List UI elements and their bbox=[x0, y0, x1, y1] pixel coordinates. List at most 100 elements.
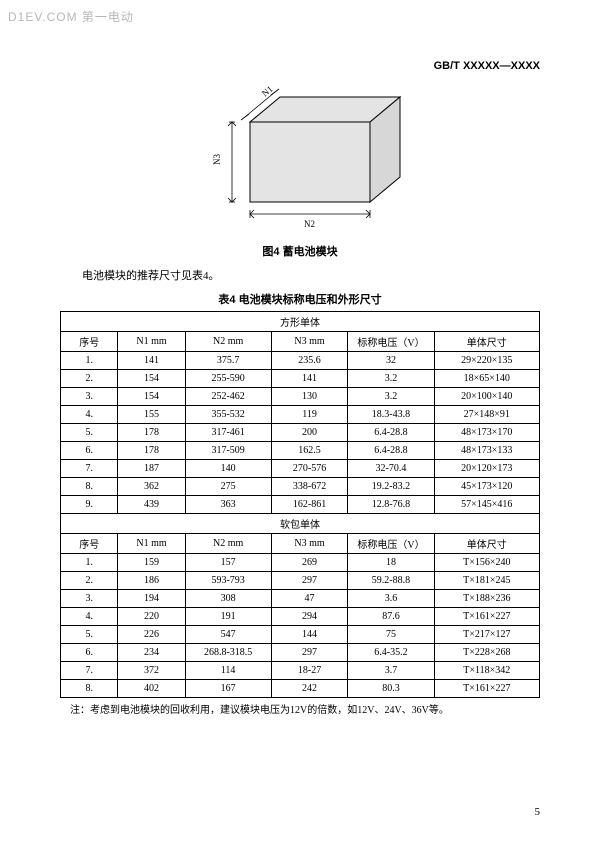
cell-idx: 8. bbox=[61, 478, 118, 496]
cell-n1: 187 bbox=[118, 460, 185, 478]
cell-size: T×118×342 bbox=[434, 662, 539, 680]
cell-v: 19.2-83.2 bbox=[348, 478, 434, 496]
cell-size: T×228×268 bbox=[434, 644, 539, 662]
cell-n2: 114 bbox=[185, 662, 271, 680]
cell-n1: 154 bbox=[118, 388, 185, 406]
cell-v: 75 bbox=[348, 626, 434, 644]
cell-n3: 162-861 bbox=[271, 496, 348, 514]
cell-n3: 162.5 bbox=[271, 442, 348, 460]
cell-idx: 8. bbox=[61, 680, 118, 698]
cell-n2: 140 bbox=[185, 460, 271, 478]
col-n2: N2 mm bbox=[185, 332, 271, 352]
cell-n1: 194 bbox=[118, 590, 185, 608]
cell-v: 6.4-28.8 bbox=[348, 442, 434, 460]
cell-idx: 6. bbox=[61, 442, 118, 460]
col-idx: 序号 bbox=[61, 534, 118, 554]
cell-n2: 268.8-318.5 bbox=[185, 644, 271, 662]
cell-n1: 402 bbox=[118, 680, 185, 698]
table-row: 3.154252-4621303.220×100×140 bbox=[61, 388, 540, 406]
cell-n1: 234 bbox=[118, 644, 185, 662]
table-row: 5.22654714475T×217×127 bbox=[61, 626, 540, 644]
cell-v: 6.4-35.2 bbox=[348, 644, 434, 662]
col-n3: N3 mm bbox=[271, 534, 348, 554]
col-v: 标称电压（V） bbox=[348, 332, 434, 352]
cell-v: 3.7 bbox=[348, 662, 434, 680]
section-row: 方形单体 bbox=[61, 312, 540, 332]
cell-n3: 297 bbox=[271, 572, 348, 590]
cell-size: T×161×227 bbox=[434, 608, 539, 626]
table-row: 6.234268.8-318.52976.4-35.2T×228×268 bbox=[61, 644, 540, 662]
table-row: 1.15915726918T×156×240 bbox=[61, 554, 540, 572]
cell-n1: 186 bbox=[118, 572, 185, 590]
cell-n3: 141 bbox=[271, 370, 348, 388]
cell-size: 48×173×133 bbox=[434, 442, 539, 460]
cell-n3: 119 bbox=[271, 406, 348, 424]
cell-n2: 252-462 bbox=[185, 388, 271, 406]
cell-n1: 220 bbox=[118, 608, 185, 626]
cell-v: 3.6 bbox=[348, 590, 434, 608]
col-size: 单体尺寸 bbox=[434, 332, 539, 352]
cell-n1: 141 bbox=[118, 352, 185, 370]
section-label: 方形单体 bbox=[61, 312, 540, 332]
col-n1: N1 mm bbox=[118, 534, 185, 554]
cell-idx: 7. bbox=[61, 662, 118, 680]
cell-idx: 5. bbox=[61, 626, 118, 644]
cell-n2: 317-509 bbox=[185, 442, 271, 460]
cell-n3: 338-672 bbox=[271, 478, 348, 496]
cell-size: T×217×127 bbox=[434, 626, 539, 644]
cell-n3: 242 bbox=[271, 680, 348, 698]
table-footnote: 注：考虑到电池模块的回收利用，建议模块电压为12V的倍数，如12V、24V、36… bbox=[60, 701, 540, 716]
cell-size: T×161×227 bbox=[434, 680, 539, 698]
cell-n1: 154 bbox=[118, 370, 185, 388]
figure4-caption: 图4 蓄电池模块 bbox=[60, 243, 540, 259]
cell-n3: 130 bbox=[271, 388, 348, 406]
col-v: 标称电压（V） bbox=[348, 534, 434, 554]
cell-size: T×188×236 bbox=[434, 590, 539, 608]
cell-v: 18.3-43.8 bbox=[348, 406, 434, 424]
cell-size: 27×148×91 bbox=[434, 406, 539, 424]
cell-n3: 235.6 bbox=[271, 352, 348, 370]
table-row: 2.154255-5901413.218×65×140 bbox=[61, 370, 540, 388]
cell-n1: 159 bbox=[118, 554, 185, 572]
cell-idx: 5. bbox=[61, 424, 118, 442]
cell-size: 20×100×140 bbox=[434, 388, 539, 406]
cell-n2: 191 bbox=[185, 608, 271, 626]
cell-n3: 269 bbox=[271, 554, 348, 572]
cell-size: 18×65×140 bbox=[434, 370, 539, 388]
cell-n3: 200 bbox=[271, 424, 348, 442]
cell-n3: 294 bbox=[271, 608, 348, 626]
cell-size: 20×120×173 bbox=[434, 460, 539, 478]
table-row: 8.362275338-67219.2-83.245×173×120 bbox=[61, 478, 540, 496]
table-row: 7.37211418-273.7T×118×342 bbox=[61, 662, 540, 680]
table-header-row: 序号N1 mmN2 mmN3 mm标称电压（V）单体尺寸 bbox=[61, 332, 540, 352]
cell-idx: 1. bbox=[61, 352, 118, 370]
cell-v: 59.2-88.8 bbox=[348, 572, 434, 590]
dim-n3: N3 bbox=[212, 154, 222, 165]
col-size: 单体尺寸 bbox=[434, 534, 539, 554]
cell-idx: 4. bbox=[61, 608, 118, 626]
cell-n2: 375.7 bbox=[185, 352, 271, 370]
page-number: 5 bbox=[535, 806, 541, 818]
cell-idx: 7. bbox=[61, 460, 118, 478]
table-row: 7.187140270-57632-70.420×120×173 bbox=[61, 460, 540, 478]
cell-v: 18 bbox=[348, 554, 434, 572]
table-row: 4.22019129487.6T×161×227 bbox=[61, 608, 540, 626]
table4: 方形单体序号N1 mmN2 mmN3 mm标称电压（V）单体尺寸1.141375… bbox=[60, 311, 540, 698]
cell-n2: 275 bbox=[185, 478, 271, 496]
cell-idx: 2. bbox=[61, 370, 118, 388]
cell-n2: 593-793 bbox=[185, 572, 271, 590]
cell-n2: 317-461 bbox=[185, 424, 271, 442]
cell-v: 87.6 bbox=[348, 608, 434, 626]
figure4-diagram: N1 N3 N2 bbox=[60, 82, 540, 235]
cell-n2: 308 bbox=[185, 590, 271, 608]
col-n1: N1 mm bbox=[118, 332, 185, 352]
cell-n3: 144 bbox=[271, 626, 348, 644]
cell-n3: 18-27 bbox=[271, 662, 348, 680]
cell-n3: 47 bbox=[271, 590, 348, 608]
table-row: 6.178317-509162.56.4-28.848×173×133 bbox=[61, 442, 540, 460]
section-row: 软包单体 bbox=[61, 514, 540, 534]
cell-size: T×181×245 bbox=[434, 572, 539, 590]
cell-n1: 178 bbox=[118, 424, 185, 442]
cell-v: 3.2 bbox=[348, 370, 434, 388]
intro-line: 电池模块的推荐尺寸见表4。 bbox=[60, 267, 540, 283]
